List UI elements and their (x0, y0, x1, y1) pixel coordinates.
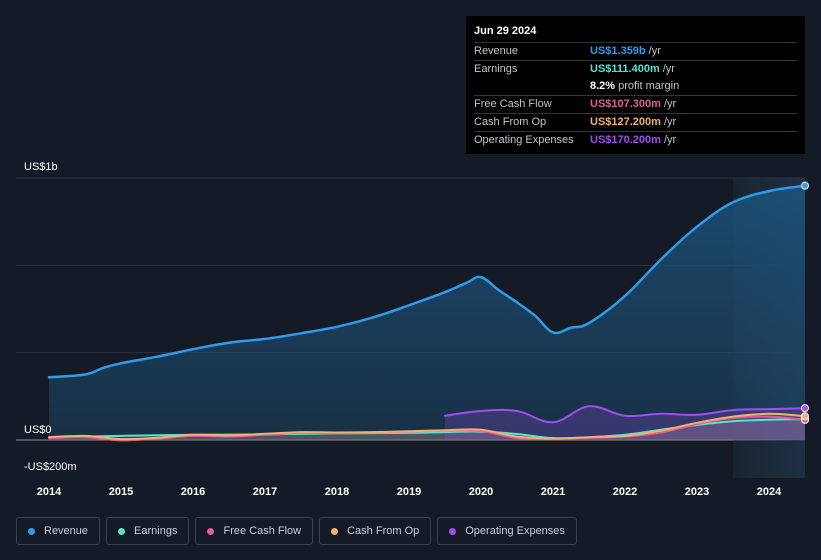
legend-dot-icon (207, 527, 215, 535)
tooltip-row: 8.2% profit margin (474, 78, 797, 95)
legend: Revenue Earnings Free Cash Flow Cash From O… (16, 517, 577, 545)
tooltip-row: Earnings US$111.400m/yr (474, 60, 797, 78)
series-lines (47, 184, 807, 442)
legend-item-operating-expenses[interactable]: Operating Expenses (437, 517, 577, 545)
legend-label: Free Cash Flow (223, 525, 302, 537)
axis-labels: US$1b US$0 -US$200m 2014 2015 2016 2017 2018 201… (24, 161, 782, 498)
legend-label: Revenue (44, 525, 89, 537)
y-tick-label: -US$200m (24, 461, 77, 473)
tooltip-panel: Jun 29 2024 Revenue US$1.359b/yr Earnings U… (466, 16, 805, 154)
x-tick-label: 2023 (685, 486, 709, 498)
tooltip-row-label: Cash From Op (474, 116, 547, 128)
legend-item-free-cash-flow[interactable]: Free Cash Flow (195, 517, 314, 545)
revenue-line (47, 184, 807, 379)
tooltip-row-label: Revenue (474, 45, 519, 57)
legend-label: Earnings (134, 525, 178, 537)
cash-from-op-end-marker (801, 412, 809, 421)
tooltip-row: Revenue US$1.359b/yr (474, 42, 797, 60)
tooltip-row-value: US$127.200m (590, 116, 661, 128)
tooltip-row: Cash From Op US$127.200m/yr (474, 113, 797, 131)
tooltip-row-unit: /yr (663, 134, 677, 146)
tooltip-row-value: US$170.200m (590, 134, 661, 146)
x-tick-label: 2022 (613, 486, 637, 498)
tooltip-row-value: US$107.300m (590, 98, 661, 110)
revenue-area (49, 185, 805, 440)
tooltip-row-unit: /yr (648, 45, 661, 57)
x-tick-label: 2018 (325, 486, 349, 498)
operating-expenses-line (444, 405, 806, 424)
x-tick-label: 2019 (397, 486, 421, 498)
tooltip-row: Free Cash Flow US$107.300m/yr (474, 95, 797, 113)
x-tick-label: 2014 (37, 486, 62, 498)
x-tick-label: 2016 (181, 486, 205, 498)
tooltip-row: Operating Expenses US$170.200m/yr (474, 131, 797, 149)
tooltip-row-label: Free Cash Flow (474, 98, 552, 110)
tooltip-row-value: US$1.359b (590, 45, 646, 57)
cash-from-op-line (48, 412, 806, 441)
tooltip-row-label: Operating Expenses (474, 134, 574, 146)
legend-dot-icon (331, 527, 339, 535)
x-tick-label: 2017 (253, 486, 277, 498)
legend-label: Operating Expenses (465, 525, 565, 537)
tooltip-row-value: US$111.400m (590, 63, 660, 75)
y-tick-label: US$0 (24, 424, 52, 436)
tooltip-row-label: Earnings (474, 63, 518, 75)
y-tick-label: US$1b (24, 161, 58, 173)
x-tick-label: 2015 (109, 486, 133, 498)
operating-expenses-end-marker (801, 404, 809, 413)
legend-dot-icon (28, 527, 35, 535)
x-tick-label: 2024 (757, 486, 782, 498)
tooltip-row-unit: /yr (663, 116, 677, 128)
revenue-end-marker (801, 181, 809, 190)
legend-dot-icon (118, 527, 126, 535)
end-markers (801, 181, 809, 424)
legend-item-revenue[interactable]: Revenue (16, 517, 101, 545)
tooltip-row-unit: /yr (662, 63, 675, 75)
operating-expenses-area (445, 406, 805, 440)
cash-from-op-area (49, 413, 805, 440)
tooltip-row-unit: /yr (663, 98, 677, 110)
legend-label: Cash From Op (347, 525, 420, 537)
x-tick-label: 2021 (541, 486, 565, 498)
tooltip-rows: Revenue US$1.359b/yr Earnings US$111.400m/y… (474, 42, 797, 149)
legend-item-cash-from-op[interactable]: Cash From Op (319, 517, 432, 545)
tooltip-row-unit: profit margin (618, 80, 680, 92)
tooltip-row-value: 8.2% (590, 80, 616, 92)
tooltip-date: Jun 29 2024 (474, 25, 537, 37)
legend-dot-icon (449, 527, 457, 535)
x-tick-label: 2020 (469, 486, 493, 498)
legend-item-earnings[interactable]: Earnings (106, 517, 190, 545)
series-areas (49, 185, 805, 441)
tooltip-row-label (474, 78, 590, 95)
